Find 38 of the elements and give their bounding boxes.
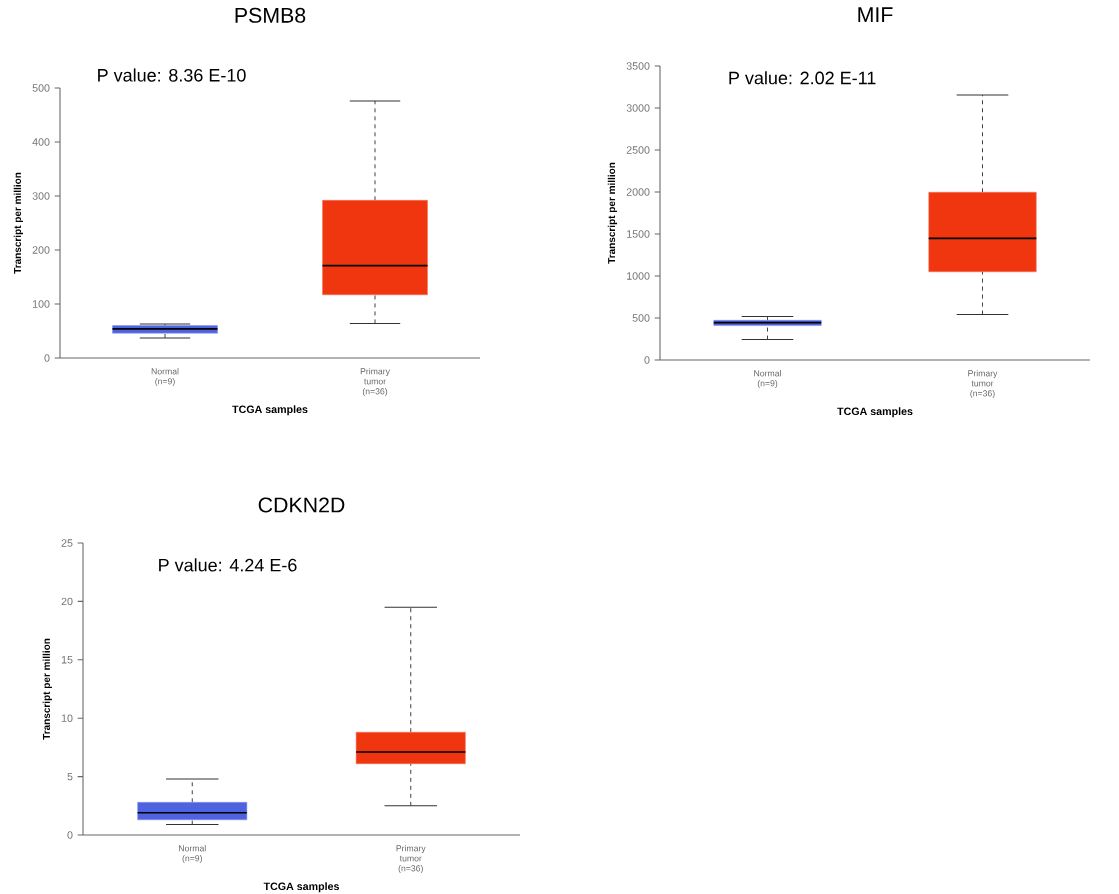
y-tick-label: 10	[61, 714, 73, 722]
y-tick-label: 0	[44, 354, 50, 362]
y-tick-label: 15	[61, 656, 73, 664]
y-tick-label: 500	[632, 314, 650, 322]
y-tick-label: 1000	[627, 272, 650, 280]
x-tick-label: Normal (n=9)	[754, 370, 781, 389]
x-tick-label: Primary tumor (n=36)	[360, 368, 390, 397]
y-tick-label: 100	[32, 300, 50, 308]
x-tick-label: Primary tumor (n=36)	[968, 370, 998, 399]
y-tick-label: 25	[61, 539, 73, 547]
x-tick-label: Normal (n=9)	[151, 368, 179, 387]
y-axis-title: Transcript per million	[42, 638, 52, 740]
annotation: P value: 4.24 E-6	[159, 558, 297, 572]
y-tick-label: 3000	[626, 104, 650, 112]
y-tick-label: 0	[67, 831, 73, 839]
chart-title: MIF	[858, 7, 893, 22]
y-tick-label: 200	[32, 246, 50, 254]
chart-title: CDKN2D	[258, 497, 345, 513]
y-tick-label: 0	[644, 356, 650, 364]
annotation: P value: 2.02 E-11	[729, 71, 876, 85]
x-axis-title: TCGA samples	[837, 407, 913, 418]
x-axis-title: TCGA samples	[263, 882, 339, 893]
y-tick-label: 2500	[626, 146, 650, 154]
x-axis-title: TCGA samples	[232, 405, 308, 416]
x-tick-label: Normal (n=9)	[179, 845, 206, 864]
y-tick-label: 3500	[626, 62, 650, 70]
y-axis-title: Transcript per million	[607, 162, 618, 264]
y-tick-label: 20	[61, 597, 73, 606]
y-tick-label: 400	[32, 138, 50, 146]
x-tick-label: Primary tumor (n=36)	[396, 845, 426, 874]
y-axis-title: Transcript per million	[13, 172, 24, 274]
y-tick-label: 1500	[627, 230, 650, 238]
y-tick-label: 500	[32, 84, 50, 92]
y-tick-label: 2000	[626, 188, 650, 196]
chart-title: PSMB8	[235, 7, 306, 23]
y-tick-label: 5	[67, 772, 73, 781]
y-tick-label: 300	[32, 192, 50, 200]
text: P value: 8.36 E-10	[98, 68, 246, 82]
